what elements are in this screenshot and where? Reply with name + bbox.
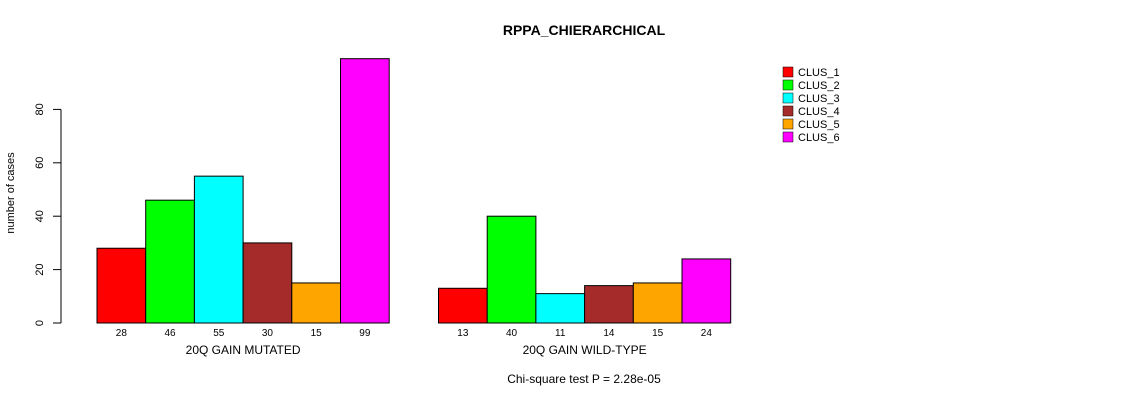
count-labels: 28 46 55 30 15 99 13 40 11 14 15 24: [116, 328, 713, 339]
y-axis: 0 20 40 60 80: [34, 103, 62, 326]
bar-count-label: 15: [311, 328, 323, 339]
y-tick-label: 60: [34, 157, 46, 169]
y-tick-label: 0: [34, 320, 46, 326]
legend-swatch: [782, 92, 794, 104]
bar-clus-6: [340, 58, 390, 324]
bar-count-label: 11: [555, 328, 566, 339]
legend-label: CLUS_5: [798, 119, 840, 131]
bar-count-label: 28: [116, 328, 128, 339]
bar-count-label: 15: [652, 328, 664, 339]
legend-swatch: [782, 131, 794, 143]
bar-clus-5: [632, 282, 683, 324]
bar-count-label: 13: [457, 328, 469, 339]
y-tick-label: 20: [34, 263, 46, 275]
group-label: 20Q GAIN MUTATED: [186, 343, 301, 357]
group-labels: 20Q GAIN MUTATED 20Q GAIN WILD-TYPE: [186, 343, 647, 357]
bar-count-label: 30: [262, 328, 274, 339]
bar-clus-2: [486, 215, 537, 324]
group-label: 20Q GAIN WILD-TYPE: [523, 343, 647, 357]
legend-label: CLUS_2: [798, 80, 840, 92]
bar-clus-1: [96, 247, 147, 324]
bar-clus-2: [145, 199, 195, 324]
legend-label: CLUS_4: [798, 106, 840, 118]
bar-clus-3: [535, 293, 586, 324]
bar-count-label: 99: [359, 328, 371, 339]
bar-count-label: 14: [603, 328, 615, 339]
bar-count-label: 40: [506, 328, 518, 339]
bar-count-label: 55: [213, 328, 225, 339]
bar-clus-1: [438, 287, 488, 324]
legend-swatch: [782, 118, 794, 130]
bar-clus-4: [584, 285, 634, 324]
bar-clus-3: [193, 175, 244, 324]
bar-clus-5: [291, 282, 341, 324]
legend-label: CLUS_1: [798, 67, 840, 79]
y-axis-label: number of cases: [5, 152, 17, 234]
bar-count-label: 24: [701, 328, 713, 339]
bars: [96, 58, 732, 324]
bar-count-label: 46: [164, 328, 176, 339]
legend-label: CLUS_3: [798, 93, 840, 105]
chart-title: RPPA_CHIERARCHICAL: [503, 22, 666, 38]
bar-clus-6: [681, 258, 732, 324]
legend-label: CLUS_6: [798, 132, 840, 144]
y-tick-label: 80: [34, 103, 46, 115]
y-tick-label: 40: [34, 210, 46, 222]
legend-swatch: [782, 105, 794, 117]
chi-square-footer: Chi-square test P = 2.28e-05: [507, 372, 661, 386]
bar-clus-4: [242, 242, 293, 324]
legend-swatch: [782, 66, 794, 78]
legend-swatch: [782, 79, 794, 91]
